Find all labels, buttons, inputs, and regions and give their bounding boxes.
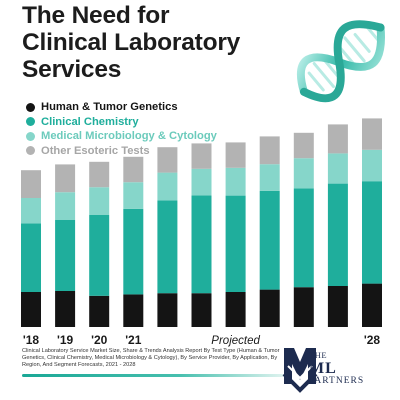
x-tick-label-2: '20	[91, 333, 108, 347]
title-line-3: Services	[22, 56, 122, 83]
legend-label: Other Esoteric Tests	[41, 144, 150, 157]
bar-other-esoteric-tests-6	[225, 142, 246, 168]
bar-medical-microbiology-cytology-0	[21, 198, 41, 224]
legend-label: Medical Microbiology & Cytology	[41, 130, 217, 143]
bar-clinical-chemistry-10	[362, 181, 382, 284]
bar-clinical-chemistry-7	[259, 190, 280, 290]
bar-human-tumor-genetics-6	[225, 292, 246, 327]
bar-human-tumor-genetics-4	[157, 293, 178, 327]
bars-group	[21, 118, 382, 327]
title-line-1: The Need for	[22, 2, 170, 29]
logo-ml: ML	[309, 360, 337, 377]
bar-medical-microbiology-cytology-9	[327, 153, 348, 184]
ml-partners-logo	[282, 348, 318, 393]
bar-clinical-chemistry-1	[55, 220, 76, 291]
bar-other-esoteric-tests-5	[191, 143, 212, 169]
bar-medical-microbiology-cytology-1	[55, 192, 76, 220]
bar-medical-microbiology-cytology-10	[362, 149, 382, 182]
bar-other-esoteric-tests-4	[157, 147, 178, 173]
legend-dot	[26, 102, 35, 112]
bar-human-tumor-genetics-9	[327, 286, 348, 327]
legend-dot	[26, 146, 35, 156]
bar-human-tumor-genetics-3	[123, 294, 144, 327]
bar-clinical-chemistry-0	[21, 223, 41, 292]
logo-wordmark: THE ML PARTNERS	[309, 350, 364, 387]
bar-human-tumor-genetics-5	[191, 293, 212, 327]
legend-dot	[26, 131, 35, 141]
bar-clinical-chemistry-6	[225, 195, 246, 292]
logo-the: THE	[309, 350, 328, 360]
bar-medical-microbiology-cytology-2	[89, 187, 110, 215]
bar-human-tumor-genetics-2	[89, 295, 110, 327]
bar-other-esoteric-tests-7	[259, 136, 280, 165]
x-tick-label-6: Projected	[211, 335, 260, 347]
bar-other-esoteric-tests-0	[21, 170, 41, 198]
title-line-2: Clinical Laboratory	[22, 29, 241, 56]
logo-partners: PARTNERS	[309, 376, 365, 386]
bar-clinical-chemistry-8	[293, 188, 314, 288]
bar-other-esoteric-tests-10	[362, 118, 382, 150]
bar-human-tumor-genetics-1	[55, 291, 76, 327]
legend-dot	[26, 117, 35, 127]
legend-item-clinical-chemistry: Clinical Chemistry	[26, 115, 217, 130]
bar-other-esoteric-tests-9	[327, 124, 348, 154]
legend-label: Human & Tumor Genetics	[41, 101, 178, 114]
bar-medical-microbiology-cytology-4	[157, 172, 178, 201]
source-underline	[22, 374, 284, 377]
bar-other-esoteric-tests-8	[293, 132, 314, 159]
x-tick-labels: '18 '19 '20 '21 Projected '28	[23, 333, 381, 347]
bar-medical-microbiology-cytology-6	[225, 167, 246, 196]
bar-other-esoteric-tests-1	[55, 164, 76, 193]
x-tick-label-0: '18	[23, 333, 40, 347]
bar-other-esoteric-tests-2	[89, 161, 110, 188]
legend-label: Clinical Chemistry	[41, 115, 139, 128]
legend: Human & Tumor Genetics Clinical Chemistr…	[26, 100, 217, 158]
bar-medical-microbiology-cytology-5	[191, 168, 212, 196]
source-caption: Clinical Laboratory Service Market Size,…	[22, 348, 280, 369]
bar-clinical-chemistry-2	[89, 215, 110, 296]
page-title: The Need for Clinical Laboratory Service…	[22, 2, 292, 83]
legend-item-medical-microbiology: Medical Microbiology & Cytology	[26, 129, 217, 144]
bar-medical-microbiology-cytology-7	[259, 164, 280, 191]
bar-clinical-chemistry-9	[327, 183, 348, 286]
bar-medical-microbiology-cytology-3	[123, 182, 144, 209]
x-tick-label-10: '28	[364, 333, 381, 347]
bar-clinical-chemistry-4	[157, 200, 178, 294]
dna-helix-icon	[296, 20, 386, 103]
x-tick-label-3: '21	[125, 333, 142, 347]
bar-clinical-chemistry-3	[123, 208, 144, 295]
legend-item-other-esoteric-tests: Other Esoteric Tests	[26, 144, 217, 159]
x-tick-label-1: '19	[57, 333, 74, 347]
bar-medical-microbiology-cytology-8	[293, 158, 314, 189]
bar-human-tumor-genetics-10	[362, 283, 382, 327]
bar-human-tumor-genetics-0	[21, 292, 41, 327]
bar-other-esoteric-tests-3	[123, 156, 144, 183]
legend-item-human-tumor-genetics: Human & Tumor Genetics	[26, 100, 217, 115]
bar-clinical-chemistry-5	[191, 195, 212, 294]
bar-human-tumor-genetics-7	[259, 289, 280, 327]
bar-human-tumor-genetics-8	[293, 287, 314, 327]
